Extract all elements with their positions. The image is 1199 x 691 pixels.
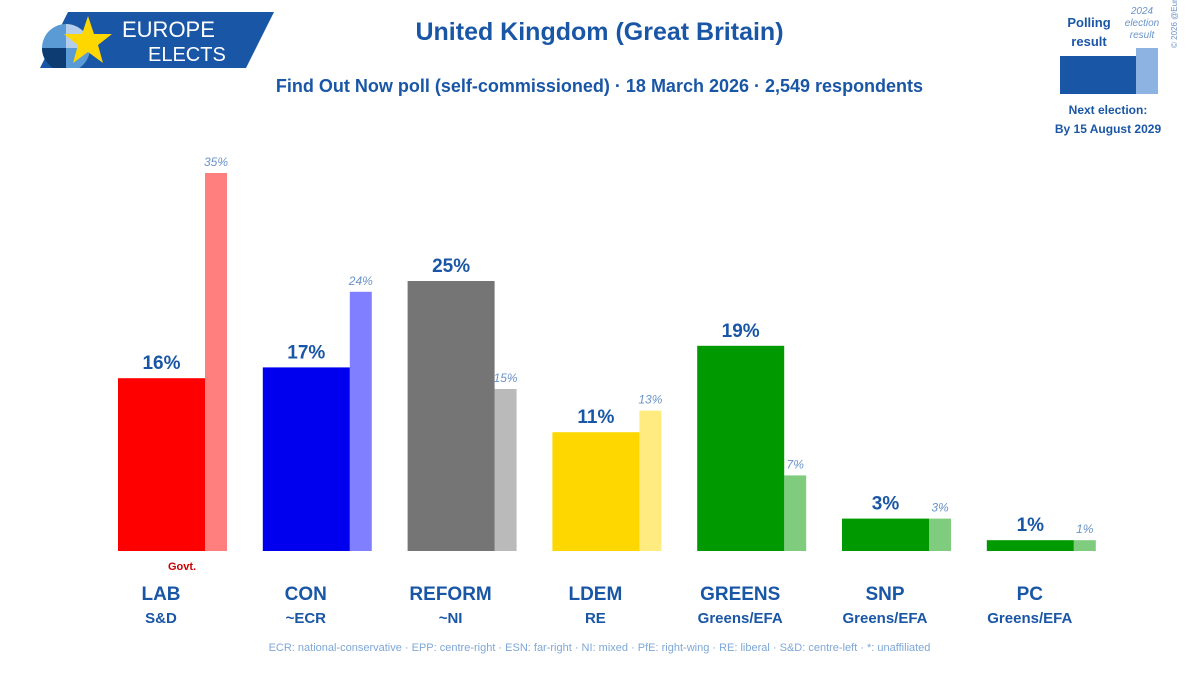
value-label-previous-pc: 1% <box>1076 522 1094 536</box>
category-label-reform: REFORM <box>409 584 491 605</box>
value-label-poll-pc: 1% <box>1017 515 1045 536</box>
europe-elects-logo: EUROPE ELECTS <box>40 12 274 68</box>
value-label-poll-reform: 25% <box>432 256 470 277</box>
star-icon <box>64 16 112 63</box>
group-label-greens: Greens/EFA <box>698 610 783 627</box>
value-label-previous-con: 24% <box>348 274 373 288</box>
legend-next-election-date: By 15 August 2029 <box>1054 122 1162 136</box>
bar-poll-snp <box>842 518 929 551</box>
bar-poll-con <box>262 367 350 551</box>
annotation-govt: Govt. <box>168 561 196 573</box>
value-label-previous-greens: 7% <box>787 457 805 471</box>
legend-polling-swatch <box>1060 56 1136 94</box>
category-label-lab: LAB <box>141 584 180 605</box>
legend-previous-label-1: 2024 <box>1130 6 1154 17</box>
value-label-poll-snp: 3% <box>872 494 900 515</box>
legend-previous-label-2: election <box>1124 18 1160 29</box>
value-label-previous-reform: 15% <box>494 371 518 385</box>
value-label-poll-greens: 19% <box>722 321 760 342</box>
bar-poll-lab <box>118 378 205 551</box>
value-label-poll-con: 17% <box>287 342 325 363</box>
value-label-previous-lab: 35% <box>204 155 228 169</box>
bar-poll-reform <box>407 281 495 551</box>
legend-polling-label-2: result <box>1071 34 1107 49</box>
group-label-con: ~ECR <box>286 610 327 627</box>
category-label-greens: GREENS <box>700 584 780 605</box>
logo-elects: ELECTS <box>148 44 226 66</box>
bar-previous-greens <box>784 475 807 551</box>
value-label-poll-lab: 16% <box>142 353 180 374</box>
bar-previous-reform <box>494 389 517 551</box>
category-label-pc: PC <box>1017 584 1044 605</box>
value-label-previous-snp: 3% <box>931 501 949 515</box>
logo-europe: EUROPE <box>122 17 215 42</box>
bar-poll-greens <box>697 345 785 551</box>
legend-previous-label-3: result <box>1129 30 1155 41</box>
value-label-previous-ldem: 13% <box>638 393 662 407</box>
group-label-pc: Greens/EFA <box>987 610 1072 627</box>
value-label-poll-ldem: 11% <box>577 407 614 428</box>
bar-previous-lab <box>205 173 227 551</box>
bar-previous-con <box>349 291 372 551</box>
group-label-snp: Greens/EFA <box>842 610 927 627</box>
page-subtitle: Find Out Now poll (self-commissioned) · … <box>275 76 924 96</box>
category-label-ldem: LDEM <box>568 584 622 605</box>
legend-next-election-label: Next election: <box>1068 103 1148 117</box>
group-label-lab: S&D <box>145 610 177 627</box>
legend-previous-swatch <box>1136 48 1158 94</box>
legend: Polling result 2024 election result Next… <box>1050 2 1190 142</box>
page-title: United Kingdom (Great Britain) <box>415 18 784 46</box>
bar-poll-pc <box>986 540 1074 551</box>
bar-previous-pc <box>1073 540 1096 551</box>
group-label-ldem: RE <box>585 610 606 627</box>
category-label-con: CON <box>285 584 327 605</box>
footnote: ECR: national-conservative · EPP: centre… <box>268 642 931 654</box>
bar-previous-snp <box>929 518 951 551</box>
legend-polling-label-1: Polling <box>1067 15 1111 30</box>
bar-poll-ldem <box>552 432 640 551</box>
category-label-snp: SNP <box>865 584 904 605</box>
bar-previous-ldem <box>639 410 662 551</box>
group-label-reform: ~NI <box>439 610 463 627</box>
